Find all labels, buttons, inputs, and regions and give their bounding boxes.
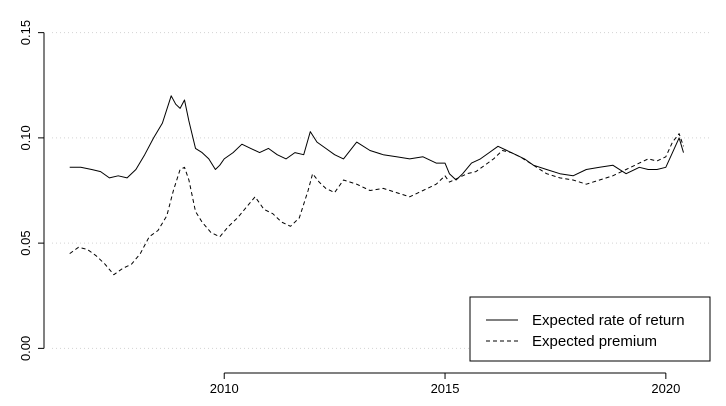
axes: 2010 2015 2020 0.00 0.05 0.10 0.15: [18, 20, 680, 396]
series-line-expected-rate-of-return: [69, 95, 684, 181]
y-tick-label: 0.00: [18, 336, 33, 361]
legend-label-expected-premium: Expected premium: [532, 333, 657, 350]
legend: Expected rate of return Expected premium: [469, 296, 711, 362]
y-tick-label: 0.05: [18, 230, 33, 255]
legend-box: [469, 296, 711, 362]
series-lines: [69, 95, 684, 276]
x-tick-label: 2010: [210, 381, 239, 396]
series-line-expected-premium: [69, 133, 684, 276]
y-tick-label: 0.10: [18, 125, 33, 150]
x-tick-label: 2015: [431, 381, 460, 396]
y-tick-label: 0.15: [18, 20, 33, 45]
legend-label-expected-rate-of-return: Expected rate of return: [532, 312, 685, 329]
x-tick-label: 2020: [651, 381, 680, 396]
